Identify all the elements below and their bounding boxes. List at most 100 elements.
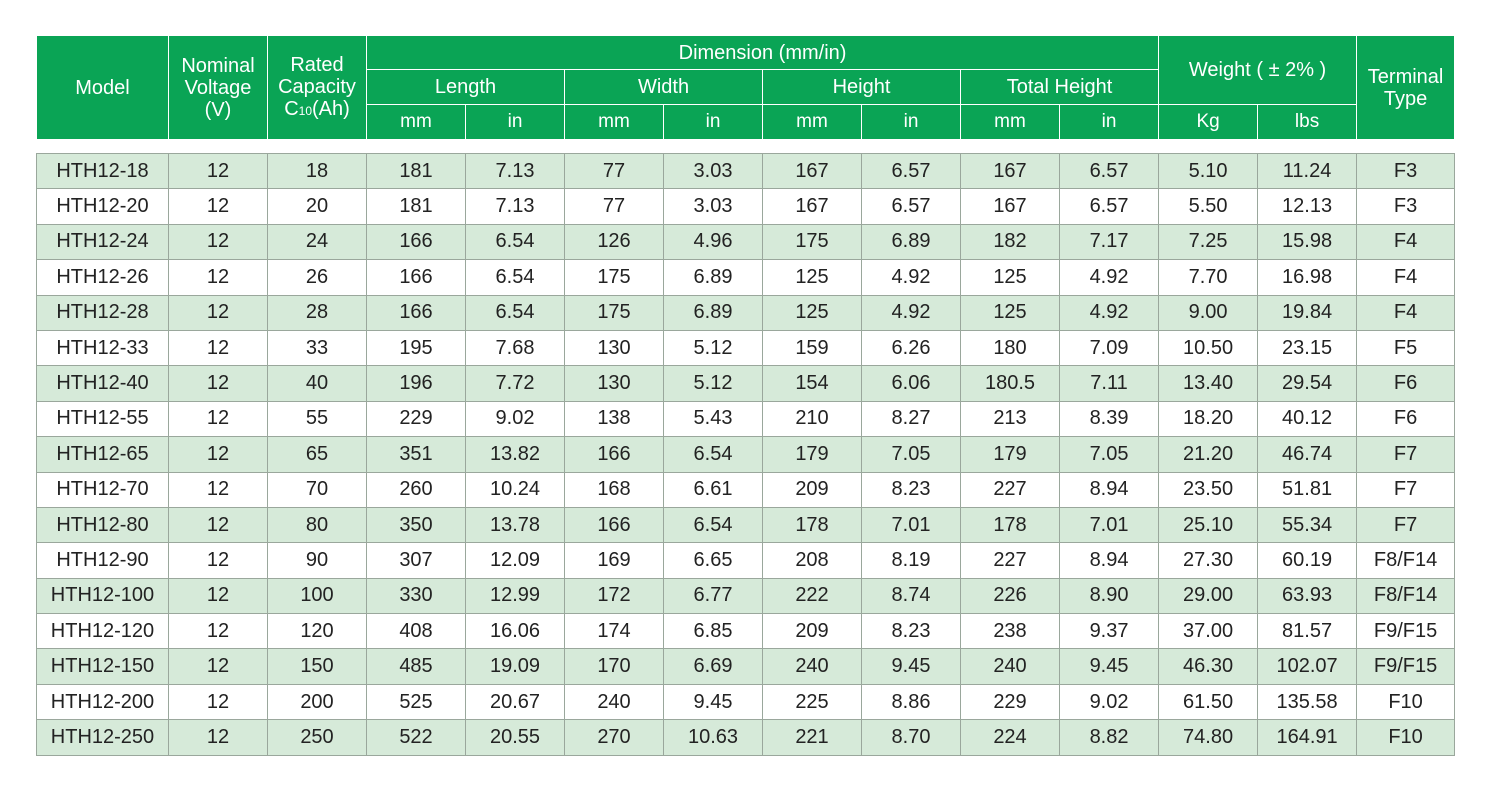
cell-weight-kg: 21.20 (1158, 436, 1259, 473)
table-row: HTH12-100 12 100 330 12.99 172 6.77 222 8.74 226 8… (36, 577, 1456, 615)
cell-length-in: 12.99 (465, 577, 565, 615)
header-rated-capacity-c: C (284, 97, 299, 120)
cell-height-mm: 167 (762, 152, 862, 190)
table-row: HTH12-250 12 250 522 20.55 270 10.63 221 8.70 224… (36, 719, 1456, 756)
table-row: HTH12-200 12 200 525 20.67 240 9.45 225 8.86 229 9… (36, 683, 1456, 721)
cell-length-in: 16.06 (465, 613, 565, 650)
cell-total-height-mm: 224 (960, 719, 1060, 756)
cell-weight-lbs: 55.34 (1257, 506, 1358, 544)
cell-weight-lbs: 23.15 (1257, 329, 1358, 367)
cell-total-height-in: 8.39 (1058, 400, 1160, 438)
cell-capacity: 65 (267, 436, 367, 473)
cell-length-in: 12.09 (465, 542, 565, 579)
cell-width-in: 6.89 (663, 259, 763, 296)
cell-length-in: 9.02 (465, 400, 565, 438)
cell-width-mm: 270 (564, 719, 664, 756)
table-row: HTH12-70 12 70 260 10.24 168 6.61 209 8.23 227 8.9… (36, 471, 1456, 508)
cell-terminal-type: F3 (1356, 188, 1456, 225)
cell-height-in: 6.57 (861, 152, 961, 190)
cell-voltage: 12 (168, 577, 268, 615)
cell-capacity: 33 (267, 329, 367, 367)
cell-width-in: 4.96 (663, 223, 763, 261)
cell-terminal-type: F8/F14 (1356, 577, 1456, 615)
cell-weight-lbs: 19.84 (1257, 294, 1358, 331)
cell-length-in: 7.13 (465, 152, 565, 190)
cell-height-mm: 210 (762, 400, 862, 438)
cell-total-height-in: 7.11 (1058, 365, 1160, 402)
cell-weight-kg: 23.50 (1158, 471, 1259, 508)
cell-capacity: 24 (267, 223, 367, 261)
cell-height-in: 8.70 (861, 719, 961, 756)
cell-width-in: 6.85 (663, 613, 763, 650)
cell-weight-kg: 7.70 (1158, 259, 1259, 296)
cell-voltage: 12 (168, 719, 268, 756)
cell-width-in: 6.69 (663, 648, 763, 685)
cell-length-in: 6.54 (465, 259, 565, 296)
cell-width-mm: 166 (564, 506, 664, 544)
cell-length-mm: 181 (366, 188, 466, 225)
cell-weight-lbs: 51.81 (1257, 471, 1358, 508)
cell-length-mm: 485 (366, 648, 466, 685)
cell-length-mm: 350 (366, 506, 466, 544)
cell-weight-kg: 74.80 (1158, 719, 1259, 756)
cell-voltage: 12 (168, 683, 268, 721)
header-total-height-in: in (1058, 104, 1160, 140)
table-row: HTH12-120 12 120 408 16.06 174 6.85 209 8.23 238 9… (36, 613, 1456, 650)
cell-voltage: 12 (168, 542, 268, 579)
cell-total-height-mm: 240 (960, 648, 1060, 685)
cell-height-mm: 225 (762, 683, 862, 721)
cell-model: HTH12-18 (36, 152, 169, 190)
cell-voltage: 12 (168, 648, 268, 685)
cell-height-mm: 125 (762, 294, 862, 331)
cell-length-in: 7.13 (465, 188, 565, 225)
cell-weight-lbs: 164.91 (1257, 719, 1358, 756)
table-row: HTH12-28 12 28 166 6.54 175 6.89 125 4.92 125 4.92… (36, 294, 1456, 331)
cell-model: HTH12-70 (36, 471, 169, 508)
cell-capacity: 90 (267, 542, 367, 579)
table-row: HTH12-40 12 40 196 7.72 130 5.12 154 6.06 180.5 7.… (36, 365, 1456, 402)
cell-terminal-type: F8/F14 (1356, 542, 1456, 579)
table-row: HTH12-20 12 20 181 7.13 77 3.03 167 6.57 167 6.57 5… (36, 188, 1456, 225)
cell-weight-kg: 61.50 (1158, 683, 1259, 721)
cell-model: HTH12-40 (36, 365, 169, 402)
cell-width-mm: 175 (564, 259, 664, 296)
cell-length-mm: 525 (366, 683, 466, 721)
cell-length-in: 10.24 (465, 471, 565, 508)
cell-model: HTH12-150 (36, 648, 169, 685)
cell-total-height-in: 8.94 (1058, 471, 1160, 508)
table-row: HTH12-26 12 26 166 6.54 175 6.89 125 4.92 125 4.92… (36, 259, 1456, 296)
header-nominal-voltage-line1: Nominal (181, 54, 255, 77)
cell-length-in: 13.78 (465, 506, 565, 544)
cell-total-height-in: 7.05 (1058, 436, 1160, 473)
header-height: Height (762, 69, 961, 105)
cell-length-mm: 260 (366, 471, 466, 508)
header-width-in: in (663, 104, 763, 140)
table-row: HTH12-33 12 33 195 7.68 130 5.12 159 6.26 180 7.09… (36, 329, 1456, 367)
cell-width-in: 9.45 (663, 683, 763, 721)
cell-width-in: 6.54 (663, 506, 763, 544)
cell-width-mm: 170 (564, 648, 664, 685)
table-body: HTH12-18 12 18 181 7.13 77 3.03 167 6.57 167 6.57 5… (36, 139, 1456, 756)
cell-weight-lbs: 15.98 (1257, 223, 1358, 261)
cell-length-mm: 522 (366, 719, 466, 756)
cell-total-height-mm: 125 (960, 259, 1060, 296)
cell-height-mm: 167 (762, 188, 862, 225)
header-height-mm: mm (762, 104, 862, 140)
cell-voltage: 12 (168, 294, 268, 331)
cell-model: HTH12-24 (36, 223, 169, 261)
cell-terminal-type: F10 (1356, 683, 1456, 721)
header-height-in: in (861, 104, 961, 140)
spec-table-container: Model Nominal Voltage (V) Rated Capacity… (36, 35, 1456, 756)
header-nominal-voltage-line2: Voltage (184, 76, 252, 99)
cell-terminal-type: F4 (1356, 223, 1456, 261)
header-total-height: Total Height (959, 69, 1160, 105)
cell-height-in: 8.19 (861, 542, 961, 579)
cell-height-in: 8.86 (861, 683, 961, 721)
cell-model: HTH12-26 (36, 259, 169, 296)
cell-width-mm: 130 (564, 365, 664, 402)
cell-length-mm: 330 (366, 577, 466, 615)
cell-width-in: 6.65 (663, 542, 763, 579)
header-rated-capacity: Rated Capacity C10(Ah) (267, 35, 367, 140)
cell-weight-kg: 46.30 (1158, 648, 1259, 685)
cell-width-mm: 166 (564, 436, 664, 473)
